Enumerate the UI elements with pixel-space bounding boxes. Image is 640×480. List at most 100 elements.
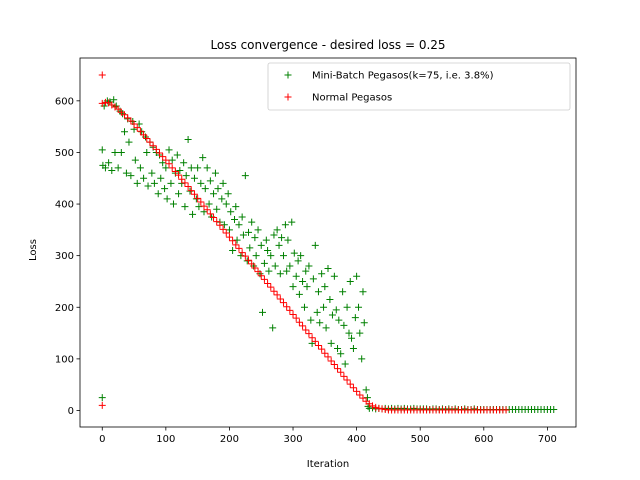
data-point bbox=[351, 314, 359, 322]
data-point bbox=[238, 213, 246, 221]
legend: Mini-Batch Pegasos(k=75, i.e. 3.8%) Norma… bbox=[267, 62, 571, 111]
data-point bbox=[321, 283, 329, 291]
data-point bbox=[283, 267, 291, 275]
y-tick-label: 600 bbox=[55, 96, 74, 107]
data-point bbox=[362, 386, 370, 394]
data-point bbox=[140, 131, 148, 139]
data-point bbox=[117, 148, 125, 156]
plot-background bbox=[80, 58, 576, 427]
data-point bbox=[231, 216, 239, 224]
data-point bbox=[328, 311, 336, 319]
data-point bbox=[295, 318, 303, 326]
legend-box bbox=[267, 62, 571, 111]
data-point bbox=[162, 156, 170, 164]
data-point bbox=[213, 205, 221, 213]
data-point bbox=[260, 259, 268, 267]
plot-area bbox=[80, 58, 576, 427]
data-point bbox=[299, 322, 307, 330]
x-tick-label: 700 bbox=[538, 434, 557, 445]
data-point bbox=[327, 357, 335, 365]
data-point bbox=[192, 195, 200, 203]
data-point bbox=[248, 218, 256, 226]
data-point bbox=[358, 355, 366, 363]
data-point bbox=[201, 185, 209, 193]
data-point bbox=[262, 236, 270, 244]
axes: 0 100 200 300 400 500 600 700 0 100 200 300 400 500 60… bbox=[55, 57, 577, 445]
data-point bbox=[235, 221, 243, 229]
data-point bbox=[127, 117, 135, 125]
data-point bbox=[311, 241, 319, 249]
data-point bbox=[257, 241, 265, 249]
data-point bbox=[356, 391, 364, 399]
data-point bbox=[122, 169, 130, 177]
data-point bbox=[150, 179, 158, 187]
data-point bbox=[127, 172, 135, 180]
data-point bbox=[343, 376, 351, 384]
data-point bbox=[189, 210, 197, 218]
data-point bbox=[334, 365, 342, 373]
data-point bbox=[305, 262, 313, 270]
data-point bbox=[321, 349, 329, 357]
data-point bbox=[224, 190, 232, 198]
data-point bbox=[294, 257, 302, 265]
data-point bbox=[295, 290, 303, 298]
data-point bbox=[195, 203, 203, 211]
data-point bbox=[302, 326, 310, 334]
data-point bbox=[340, 372, 348, 380]
data-point bbox=[320, 303, 328, 311]
data-point bbox=[283, 303, 291, 311]
data-point bbox=[324, 353, 332, 361]
data-point bbox=[281, 221, 289, 229]
data-point bbox=[346, 380, 354, 388]
data-point bbox=[205, 200, 213, 208]
data-point bbox=[219, 225, 227, 233]
data-point bbox=[131, 156, 139, 164]
data-point bbox=[167, 179, 175, 187]
data-point bbox=[289, 283, 297, 291]
data-point bbox=[225, 226, 233, 234]
data-point bbox=[270, 287, 278, 295]
data-point bbox=[330, 361, 338, 369]
data-point bbox=[163, 195, 171, 203]
data-point bbox=[318, 345, 326, 353]
data-point bbox=[121, 111, 129, 119]
data-point bbox=[322, 324, 330, 332]
data-point bbox=[343, 303, 351, 311]
data-point bbox=[359, 288, 367, 296]
data-point bbox=[372, 403, 380, 411]
data-point bbox=[308, 334, 316, 342]
data-point bbox=[316, 319, 324, 327]
data-point bbox=[324, 265, 332, 273]
data-point bbox=[275, 241, 283, 249]
data-point bbox=[252, 252, 260, 260]
data-point bbox=[220, 221, 228, 229]
data-point bbox=[341, 360, 349, 368]
data-point bbox=[346, 277, 354, 285]
data-point bbox=[348, 334, 356, 342]
data-point bbox=[222, 229, 230, 237]
x-tick-label: 600 bbox=[474, 434, 493, 445]
data-point bbox=[264, 280, 272, 288]
data-point bbox=[345, 329, 353, 337]
data-point bbox=[248, 260, 256, 268]
data-point bbox=[161, 185, 169, 193]
data-point bbox=[313, 308, 321, 316]
data-point bbox=[326, 296, 334, 304]
data-point bbox=[171, 168, 179, 176]
data-point bbox=[335, 316, 343, 324]
data-point bbox=[148, 169, 156, 177]
data-point bbox=[241, 172, 249, 180]
data-point bbox=[155, 149, 163, 157]
data-point bbox=[260, 275, 268, 283]
data-point bbox=[210, 213, 218, 221]
x-tick-label: 400 bbox=[347, 434, 366, 445]
data-point bbox=[111, 148, 119, 156]
y-tick-label: 400 bbox=[55, 200, 74, 211]
data-point bbox=[290, 249, 298, 257]
y-tick-label: 500 bbox=[55, 148, 74, 159]
data-point bbox=[154, 190, 162, 198]
data-point bbox=[140, 174, 148, 182]
x-axis-title: Iteration bbox=[307, 459, 349, 470]
data-point bbox=[359, 394, 367, 402]
